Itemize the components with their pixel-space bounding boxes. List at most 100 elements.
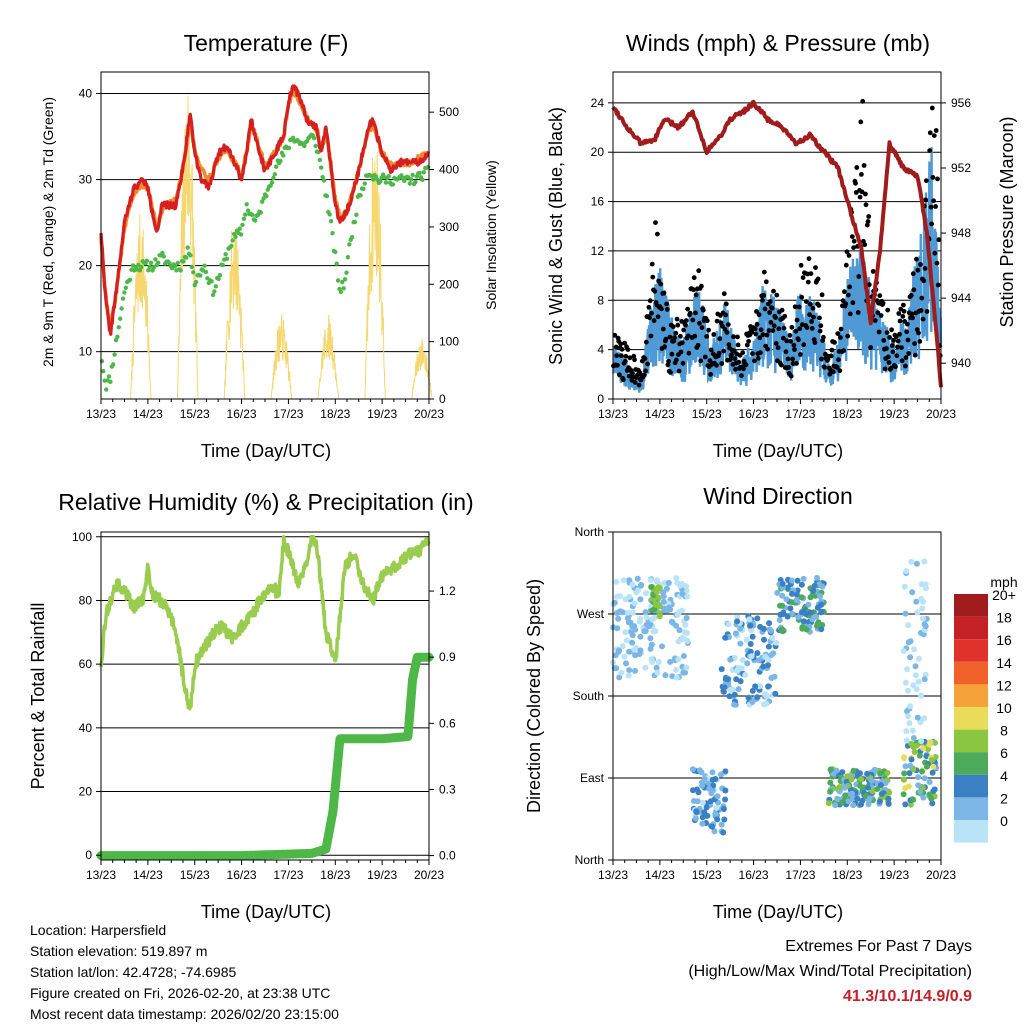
gust-point <box>865 219 871 224</box>
dewpoint-point <box>302 143 307 149</box>
gust-point <box>918 262 923 267</box>
y-tick-label: 30 <box>79 173 93 187</box>
gust-point <box>622 340 627 346</box>
gust-point <box>653 220 658 226</box>
wind-direction-panel: Wind Direction Time (Day/UTC) Direction … <box>524 483 1018 922</box>
gust-point <box>632 380 638 385</box>
gust-point <box>771 288 776 294</box>
direction-point <box>696 767 703 774</box>
direction-point <box>701 776 708 783</box>
direction-point <box>631 646 638 653</box>
dewpoint-point <box>386 174 391 179</box>
y-tick-label: West <box>577 607 605 621</box>
dewpoint-point <box>202 263 207 268</box>
direction-point <box>819 583 826 590</box>
gust-point <box>615 362 620 368</box>
gust-point <box>810 305 816 311</box>
direction-point <box>725 621 732 628</box>
gust-point <box>735 334 740 340</box>
gust-point <box>800 275 806 280</box>
direction-point <box>722 787 729 794</box>
legend-label: 0 <box>1000 813 1008 829</box>
gust-point <box>901 308 907 314</box>
gust-point <box>693 292 699 298</box>
station-latlon: Station lat/lon: 42.4728; -74.6985 <box>30 964 237 980</box>
gust-point <box>918 308 924 313</box>
x-tick-label: 14/23 <box>133 868 163 882</box>
direction-point <box>765 662 771 669</box>
gust-point <box>782 313 788 319</box>
wind-direction-title: Wind Direction <box>703 483 853 509</box>
gust-point <box>678 349 684 355</box>
wind-direction-points <box>610 558 939 836</box>
dewpoint-point <box>223 252 228 257</box>
direction-point <box>683 583 690 590</box>
gust-point <box>714 362 719 368</box>
dewpoint-point <box>324 193 330 199</box>
direction-point <box>684 593 691 600</box>
gust-point <box>791 342 797 348</box>
direction-point <box>680 653 687 659</box>
extremes-title: Extremes For Past 7 Days <box>785 938 972 955</box>
gust-point <box>796 304 802 310</box>
gust-point <box>835 331 841 336</box>
gust-point <box>740 350 746 356</box>
gust-point <box>663 336 669 342</box>
gust-point <box>822 365 828 370</box>
gust-point <box>830 369 836 375</box>
direction-point <box>857 782 864 789</box>
direction-point <box>810 592 817 599</box>
dewpoint-point <box>260 199 265 204</box>
legend-swatch <box>954 729 988 753</box>
direction-point <box>918 738 925 745</box>
y-tick-label: 0 <box>597 392 604 406</box>
gust-point <box>721 348 727 354</box>
gust-point <box>706 327 711 333</box>
gust-point <box>903 355 909 360</box>
direction-point <box>693 809 700 816</box>
station-location: Location: Harpersfield <box>30 922 167 938</box>
wind-direction-x-ticks: 13/23 14/23 15/23 16/23 17/23 18/23 19/23 20/23 <box>598 860 956 882</box>
gust-point <box>923 197 929 203</box>
dewpoint-point <box>272 172 277 177</box>
winds-y-ticks: 0 4 8 12 16 20 24 <box>591 96 613 406</box>
direction-point <box>618 669 625 676</box>
figure-created: Figure created on Fri, 2026-02-20, at 23… <box>30 985 331 1001</box>
dewpoint-point <box>104 387 109 392</box>
dewpoint-point <box>354 212 359 217</box>
y2-tick-label: 100 <box>439 335 459 349</box>
direction-point <box>922 623 929 630</box>
direction-point <box>814 622 820 629</box>
gust-point <box>934 260 940 266</box>
direction-point <box>689 766 696 773</box>
dewpoint-point <box>123 285 128 290</box>
solar-y2-label: Solar Insolation (Yellow) <box>483 160 499 310</box>
direction-point <box>882 780 889 787</box>
gust-point <box>787 333 793 338</box>
gust-point <box>760 332 766 338</box>
gust-point <box>792 347 797 352</box>
gust-point <box>749 329 755 335</box>
legend-swatch <box>954 594 988 617</box>
dewpoint-point <box>122 290 127 295</box>
direction-point <box>930 763 937 770</box>
gust-point <box>834 364 840 370</box>
gust-point <box>809 319 814 324</box>
gust-point <box>775 345 781 351</box>
direction-point <box>667 658 674 665</box>
direction-point <box>714 816 721 823</box>
gust-point <box>859 172 864 177</box>
direction-point <box>787 605 794 612</box>
gust-point <box>920 316 926 322</box>
y-tick-label: 80 <box>79 593 93 607</box>
solar-insolation-line <box>130 213 152 400</box>
dewpoint-point <box>237 226 242 231</box>
gust-point <box>661 290 667 296</box>
direction-point <box>692 815 699 822</box>
dewpoint-point <box>344 270 349 275</box>
gust-point <box>838 335 843 340</box>
gust-point <box>854 165 860 170</box>
direction-point <box>737 625 744 632</box>
gust-point <box>891 338 896 343</box>
direction-point <box>772 690 779 697</box>
